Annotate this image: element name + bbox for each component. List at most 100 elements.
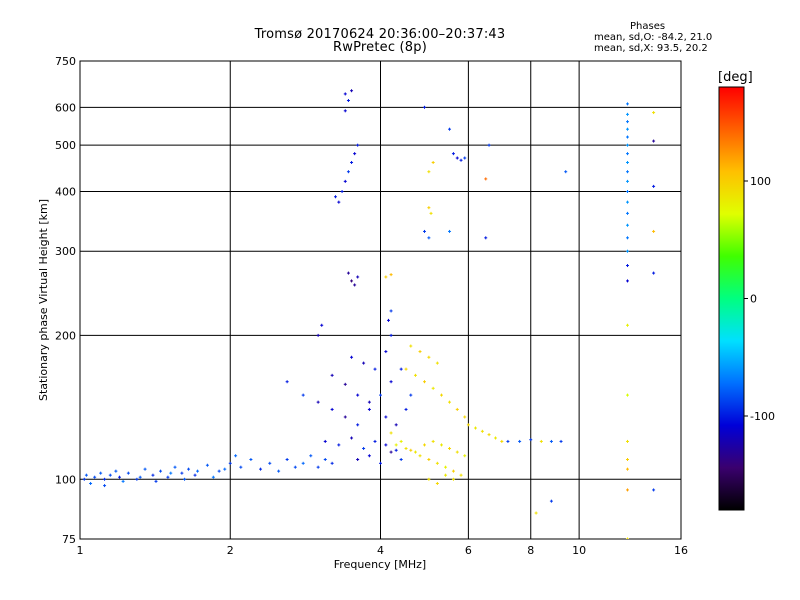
data-point (356, 393, 360, 397)
data-point (431, 386, 435, 390)
data-point (625, 170, 629, 174)
colorbar-tick-label: 100 (750, 175, 771, 188)
data-point (625, 160, 629, 164)
y-tick-label: 75 (62, 533, 76, 546)
data-point (652, 271, 656, 275)
data-point (625, 120, 629, 124)
plot-frame (79, 60, 682, 540)
data-point (652, 488, 656, 492)
stats-o-values: -84.2, 21.0 (657, 32, 713, 43)
data-point (625, 249, 629, 253)
data-point (529, 438, 533, 442)
data-point (625, 152, 629, 156)
data-point (422, 229, 426, 233)
y-axis-label: Stationary phase Virtual Height [km] (37, 199, 50, 401)
data-point (316, 465, 320, 469)
data-point (500, 439, 504, 443)
data-point (121, 479, 125, 483)
data-point (114, 469, 118, 473)
data-point (301, 393, 305, 397)
data-point (652, 139, 656, 143)
data-point (625, 179, 629, 183)
data-point (625, 189, 629, 193)
data-point (333, 195, 337, 199)
data-point (356, 457, 360, 461)
data-point (549, 439, 553, 443)
chart-subtitle: RwPretec (8p) (333, 40, 427, 55)
data-point (373, 439, 377, 443)
data-point (316, 400, 320, 404)
data-point (126, 471, 130, 475)
data-point (413, 450, 417, 454)
data-point (384, 443, 388, 447)
data-point (285, 457, 289, 461)
data-point (330, 461, 334, 465)
data-point (625, 279, 629, 283)
data-point (487, 143, 491, 147)
data-point (463, 454, 467, 458)
stats-x-values: 93.5, 20.2 (656, 43, 708, 54)
data-point (409, 448, 413, 452)
data-point (350, 89, 354, 93)
data-point (625, 457, 629, 461)
data-point (259, 467, 263, 471)
data-point (386, 318, 390, 322)
data-point (506, 439, 510, 443)
data-point (84, 473, 88, 477)
data-point (463, 156, 467, 160)
data-point (353, 283, 357, 287)
data-point (389, 333, 393, 337)
data-point (350, 160, 354, 164)
colorbar-tick-label: -100 (750, 410, 775, 423)
y-tick-label: 200 (55, 329, 76, 342)
data-point (330, 373, 334, 377)
data-point (455, 407, 459, 411)
data-point (404, 367, 408, 371)
data-point (151, 473, 155, 477)
data-point (451, 469, 455, 473)
data-point (159, 469, 163, 473)
data-point (217, 469, 221, 473)
data-point (379, 461, 382, 465)
data-point (429, 211, 433, 215)
x-axis-label: Frequency [MHz] (334, 558, 426, 571)
y-tick-label: 500 (55, 139, 76, 152)
data-point (559, 439, 563, 443)
data-point (652, 229, 656, 233)
data-point (346, 99, 350, 103)
data-point (337, 443, 341, 447)
x-tick-label: 4 (377, 544, 384, 557)
data-point (384, 415, 388, 419)
data-point (625, 200, 629, 204)
data-point (173, 465, 177, 469)
data-point (427, 206, 431, 210)
y-tick-label: 300 (55, 245, 76, 258)
data-point (652, 184, 656, 188)
y-axis-ticks: 75 100 200 300 400 500 600 750 (55, 55, 76, 546)
data-point (362, 446, 366, 450)
data-point (435, 461, 439, 465)
data-point (399, 439, 403, 443)
data-point (350, 436, 354, 440)
data-point (223, 467, 227, 471)
data-point (384, 350, 388, 354)
data-point (625, 135, 629, 139)
data-point (534, 511, 538, 515)
data-point (343, 415, 347, 419)
data-point (409, 393, 413, 397)
data-point (343, 109, 347, 113)
stats-x-row: mean, sd,X: 93.5, 20.2 (594, 43, 708, 54)
data-point (196, 469, 200, 473)
data-point (316, 333, 320, 337)
stats-o-row: mean, sd,O: -84.2, 21.0 (594, 32, 712, 43)
data-point (418, 350, 422, 354)
data-point (239, 465, 243, 469)
data-points (82, 89, 656, 539)
data-point (484, 236, 488, 240)
data-point (362, 361, 366, 365)
data-point (249, 457, 253, 461)
data-point (455, 450, 459, 454)
data-point (399, 457, 403, 461)
data-point (409, 344, 413, 348)
data-point (427, 477, 431, 481)
